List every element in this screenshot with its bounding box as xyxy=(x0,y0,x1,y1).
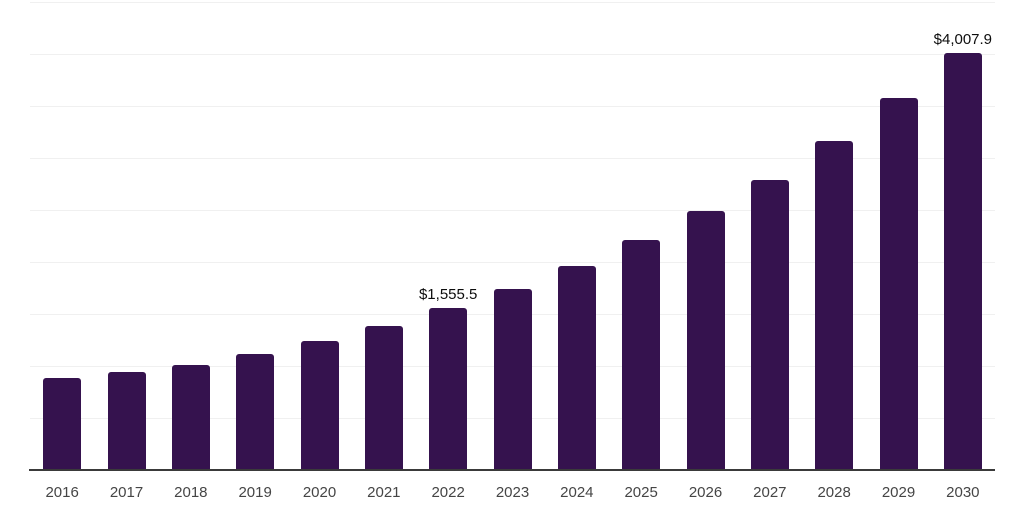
x-axis-line xyxy=(29,469,995,471)
data-label-2030: $4,007.9 xyxy=(933,31,993,49)
gridline xyxy=(30,106,995,107)
x-tick-label-2022: 2022 xyxy=(431,484,465,501)
x-tick-label-2017: 2017 xyxy=(109,484,144,501)
bar-2030 xyxy=(943,53,982,470)
x-tick-label-2025: 2025 xyxy=(624,484,658,501)
gridline xyxy=(30,210,995,211)
bar-2019 xyxy=(236,354,275,470)
x-tick-label-2030: 2030 xyxy=(946,484,980,501)
bar-2017 xyxy=(107,371,146,470)
bar-2021 xyxy=(364,325,403,470)
gridline xyxy=(30,158,995,159)
x-tick-label-2029: 2029 xyxy=(881,484,916,501)
bar-2016 xyxy=(43,377,82,470)
x-tick-label-2020: 2020 xyxy=(302,484,337,501)
bar-2025 xyxy=(622,239,661,470)
gridline xyxy=(30,2,995,3)
bar-2026 xyxy=(686,211,725,470)
bar-2024 xyxy=(557,265,596,470)
x-tick-label-2027: 2027 xyxy=(753,484,787,501)
x-tick-label-2024: 2024 xyxy=(560,484,594,501)
bar-2029 xyxy=(879,97,918,470)
bar-2018 xyxy=(171,364,210,470)
x-tick-label-2016: 2016 xyxy=(45,484,79,501)
bar-2023 xyxy=(493,288,532,470)
x-tick-label-2021: 2021 xyxy=(367,484,401,501)
x-tick-label-2018: 2018 xyxy=(174,484,208,501)
x-tick-label-2026: 2026 xyxy=(688,484,723,501)
gridline xyxy=(30,54,995,55)
x-tick-label-2023: 2023 xyxy=(495,484,530,501)
bar-2022 xyxy=(429,308,468,470)
x-tick-label-2019: 2019 xyxy=(238,484,272,501)
gridline xyxy=(30,262,995,263)
data-label-2022: $1,555.5 xyxy=(418,286,478,304)
bar-2020 xyxy=(300,341,339,470)
bar-2027 xyxy=(750,179,789,470)
bar-2028 xyxy=(815,140,854,470)
x-tick-label-2028: 2028 xyxy=(817,484,851,501)
